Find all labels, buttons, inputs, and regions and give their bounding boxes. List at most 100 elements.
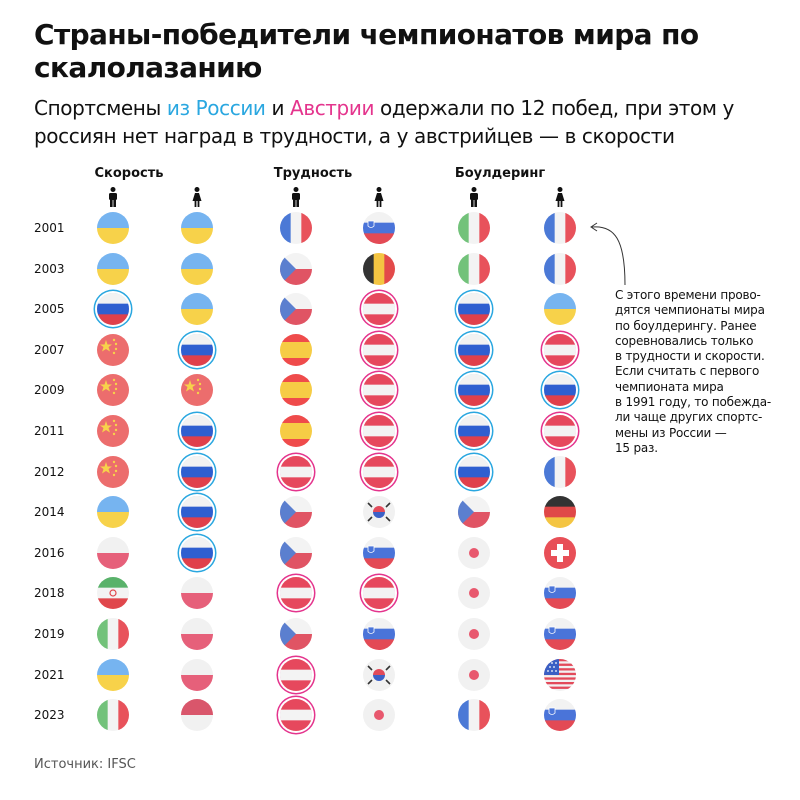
year-label: 2012 bbox=[34, 464, 65, 479]
flag-ua bbox=[181, 212, 213, 244]
flag-at bbox=[280, 658, 312, 691]
flag-cn bbox=[97, 455, 129, 488]
flag-si bbox=[363, 536, 395, 569]
flag-pl bbox=[181, 618, 213, 650]
flag-at bbox=[544, 415, 576, 447]
male-icon bbox=[291, 187, 301, 207]
year-label: 2021 bbox=[34, 667, 65, 682]
flag-us bbox=[544, 658, 576, 691]
flag-fr bbox=[544, 252, 576, 285]
flag-ru bbox=[458, 374, 490, 407]
flag-at bbox=[363, 293, 395, 326]
flag-ua bbox=[97, 212, 129, 244]
male-icon bbox=[469, 187, 479, 207]
flag-cn bbox=[97, 374, 129, 407]
flag-cz bbox=[280, 536, 312, 569]
flag-cn bbox=[97, 415, 129, 447]
flag-fr bbox=[280, 212, 312, 244]
flag-cn bbox=[97, 333, 129, 366]
year-label: 2018 bbox=[34, 586, 65, 601]
subtitle: Спортсмены из России и Австрии одержали … bbox=[34, 94, 794, 150]
year-label: 2007 bbox=[34, 342, 65, 357]
flag-jp bbox=[458, 618, 490, 650]
flag-ua bbox=[97, 252, 129, 285]
flag-at bbox=[363, 455, 395, 488]
year-label: 2009 bbox=[34, 383, 65, 398]
flag-at bbox=[363, 415, 395, 447]
flag-pl bbox=[181, 658, 213, 691]
flag-ru bbox=[181, 455, 213, 488]
flag-cz bbox=[280, 252, 312, 285]
flag-jp bbox=[458, 536, 490, 569]
flag-ru bbox=[458, 333, 490, 366]
female-icon bbox=[555, 187, 565, 207]
flag-si bbox=[544, 699, 576, 732]
flag-ru bbox=[181, 415, 213, 447]
flag-id bbox=[181, 699, 213, 732]
flag-jp bbox=[458, 658, 490, 691]
flag-at bbox=[363, 333, 395, 366]
category-label: Трудность bbox=[273, 166, 353, 181]
flag-ru bbox=[458, 415, 490, 447]
flag-it bbox=[97, 618, 129, 650]
year-label: 2001 bbox=[34, 221, 65, 235]
flag-ir bbox=[97, 577, 129, 610]
flag-at bbox=[280, 577, 312, 610]
flag-at bbox=[363, 374, 395, 407]
flag-pl bbox=[97, 536, 129, 569]
flag-ru bbox=[458, 293, 490, 326]
flag-jp bbox=[458, 577, 490, 610]
flag-at bbox=[280, 699, 312, 732]
source-label: Источник: IFSC bbox=[34, 757, 136, 772]
flag-cz bbox=[280, 618, 312, 650]
flag-es bbox=[280, 415, 312, 447]
subtitle-austria: Австрии bbox=[290, 96, 375, 120]
annotation-arrow bbox=[590, 222, 626, 286]
flag-ua bbox=[181, 252, 213, 285]
flag-it bbox=[458, 212, 490, 244]
flag-fr bbox=[544, 212, 576, 244]
flag-ua bbox=[97, 496, 129, 529]
subtitle-russia: из России bbox=[166, 96, 266, 120]
year-label: 2016 bbox=[34, 545, 65, 560]
year-label: 2003 bbox=[34, 261, 65, 276]
category-label: Боулдеринг bbox=[454, 166, 546, 181]
annotation-note: С этого времени прово- дятся чемпионаты … bbox=[615, 288, 772, 455]
subtitle-part: Спортсмены bbox=[34, 96, 167, 120]
year-label: 2023 bbox=[34, 708, 65, 723]
flag-it bbox=[458, 252, 490, 285]
year-label: 2005 bbox=[34, 302, 65, 317]
flag-ch bbox=[544, 536, 576, 569]
flag-si bbox=[363, 212, 395, 244]
male-icon bbox=[108, 187, 118, 207]
flag-ru bbox=[181, 496, 213, 529]
flag-ru bbox=[544, 374, 576, 407]
flag-ru bbox=[458, 455, 490, 488]
flag-at bbox=[544, 333, 576, 366]
flag-es bbox=[280, 374, 312, 407]
flag-it bbox=[97, 699, 129, 732]
female-icon bbox=[374, 187, 384, 207]
subtitle-part: одержали по 12 побед, при этом у россиян… bbox=[34, 96, 734, 148]
subtitle-part: и bbox=[265, 96, 291, 120]
flag-cn bbox=[181, 374, 213, 407]
flag-kr bbox=[363, 658, 395, 691]
flag-ru bbox=[97, 293, 129, 326]
flag-at bbox=[280, 455, 312, 488]
flag-kr bbox=[363, 496, 395, 529]
flag-cz bbox=[280, 293, 312, 326]
flag-ua bbox=[181, 293, 213, 326]
flag-cz bbox=[458, 496, 490, 529]
female-icon bbox=[192, 187, 202, 207]
flag-ua bbox=[97, 658, 129, 691]
page-title: Страны-победители чемпионатов мира по ск… bbox=[34, 18, 699, 84]
flag-es bbox=[280, 333, 312, 366]
flag-si bbox=[363, 618, 395, 650]
flag-ua bbox=[544, 293, 576, 326]
flag-cz bbox=[280, 496, 312, 529]
flag-pl bbox=[181, 577, 213, 610]
flag-ru bbox=[181, 536, 213, 569]
flag-si bbox=[544, 618, 576, 650]
year-label: 2019 bbox=[34, 627, 65, 641]
flag-fr bbox=[458, 699, 490, 732]
